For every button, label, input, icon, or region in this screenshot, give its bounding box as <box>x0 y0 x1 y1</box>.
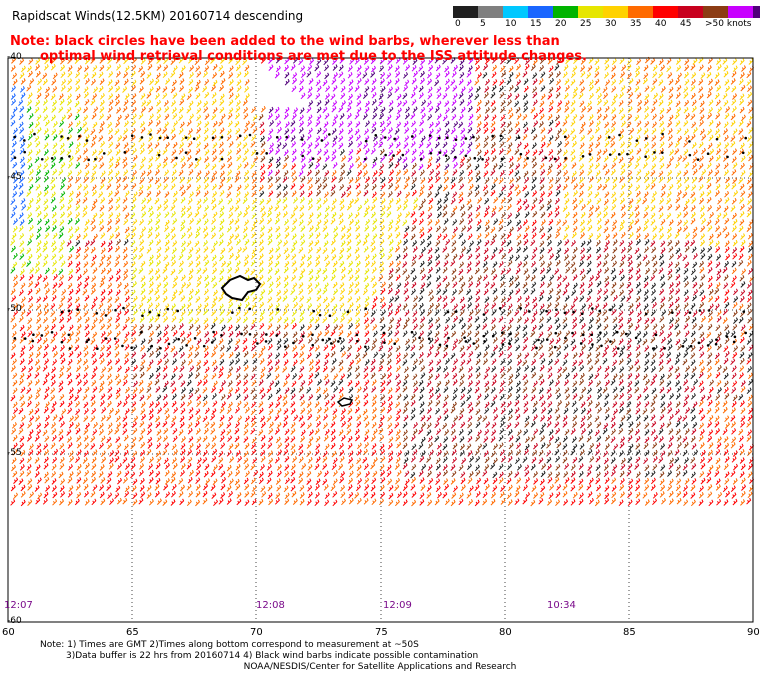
legend-swatch <box>703 6 728 18</box>
attitude-note-line-1: Note: black circles have been added to t… <box>10 34 560 49</box>
longitude-label: 65 <box>126 627 139 638</box>
wind-speed-legend: 0 5 10 15 20 25 30 35 40 45 >50 knots <box>453 6 760 32</box>
legend-label: 10 <box>505 19 517 29</box>
legend-swatch <box>528 6 553 18</box>
longitude-label: 60 <box>2 627 15 638</box>
legend-swatch <box>678 6 703 18</box>
footer-notes: Note: 1) Times are GMT 2)Times along bot… <box>0 640 760 673</box>
map-frame <box>7 57 754 623</box>
latitude-label: -50 <box>7 304 22 314</box>
legend-swatch <box>503 6 528 18</box>
legend-swatch <box>553 6 578 18</box>
attitude-note: Note: black circles have been added to t… <box>10 34 587 64</box>
latitude-label: -40 <box>7 52 22 62</box>
footer-line-1: Note: 1) Times are GMT 2)Times along bot… <box>40 640 419 650</box>
legend-label: 45 <box>680 19 692 29</box>
time-label: 10:34 <box>547 600 576 611</box>
legend-swatch <box>728 6 753 18</box>
legend-labels: 0 5 10 15 20 25 30 35 40 45 >50 knots <box>453 18 760 32</box>
time-label: 12:09 <box>383 600 412 611</box>
lat-lon-grid <box>8 58 753 622</box>
longitude-label: 75 <box>375 627 388 638</box>
legend-label: 5 <box>480 19 486 29</box>
latitude-label: -55 <box>7 448 22 458</box>
legend-swatch <box>753 6 760 18</box>
legend-label: >50 knots <box>705 19 752 29</box>
longitude-label: 80 <box>499 627 512 638</box>
legend-label: 15 <box>530 19 542 29</box>
legend-swatch <box>578 6 603 18</box>
legend-label: 0 <box>455 19 461 29</box>
time-label: 12:07 <box>4 600 33 611</box>
legend-label: 25 <box>580 19 592 29</box>
legend-swatch <box>453 6 478 18</box>
longitude-label: 70 <box>250 627 263 638</box>
legend-swatch <box>653 6 678 18</box>
wind-barbs-layer <box>10 56 755 507</box>
wind-map <box>7 56 755 623</box>
legend-label: 20 <box>555 19 567 29</box>
latitude-label: -45 <box>7 172 22 182</box>
attitude-note-line-2: optimal wind retrieval conditions are me… <box>40 49 587 64</box>
latitude-label: -60 <box>7 616 22 626</box>
legend-swatch <box>603 6 628 18</box>
longitude-label: 85 <box>623 627 636 638</box>
legend-label: 40 <box>655 19 667 29</box>
legend-swatch <box>478 6 503 18</box>
kerguelen-island <box>220 274 262 302</box>
longitude-label: 90 <box>747 627 760 638</box>
legend-swatch <box>628 6 653 18</box>
heard-island <box>336 397 354 407</box>
map-title: Rapidscat Winds(12.5KM) 20160714 descend… <box>12 9 304 23</box>
footer-line-2: 3)Data buffer is 22 hrs from 20160714 4)… <box>66 651 479 661</box>
time-label: 12:08 <box>256 600 285 611</box>
footer-credit: NOAA/NESDIS/Center for Satellite Applica… <box>243 662 517 672</box>
legend-color-bar <box>453 6 760 18</box>
legend-label: 35 <box>630 19 642 29</box>
legend-label: 30 <box>605 19 617 29</box>
